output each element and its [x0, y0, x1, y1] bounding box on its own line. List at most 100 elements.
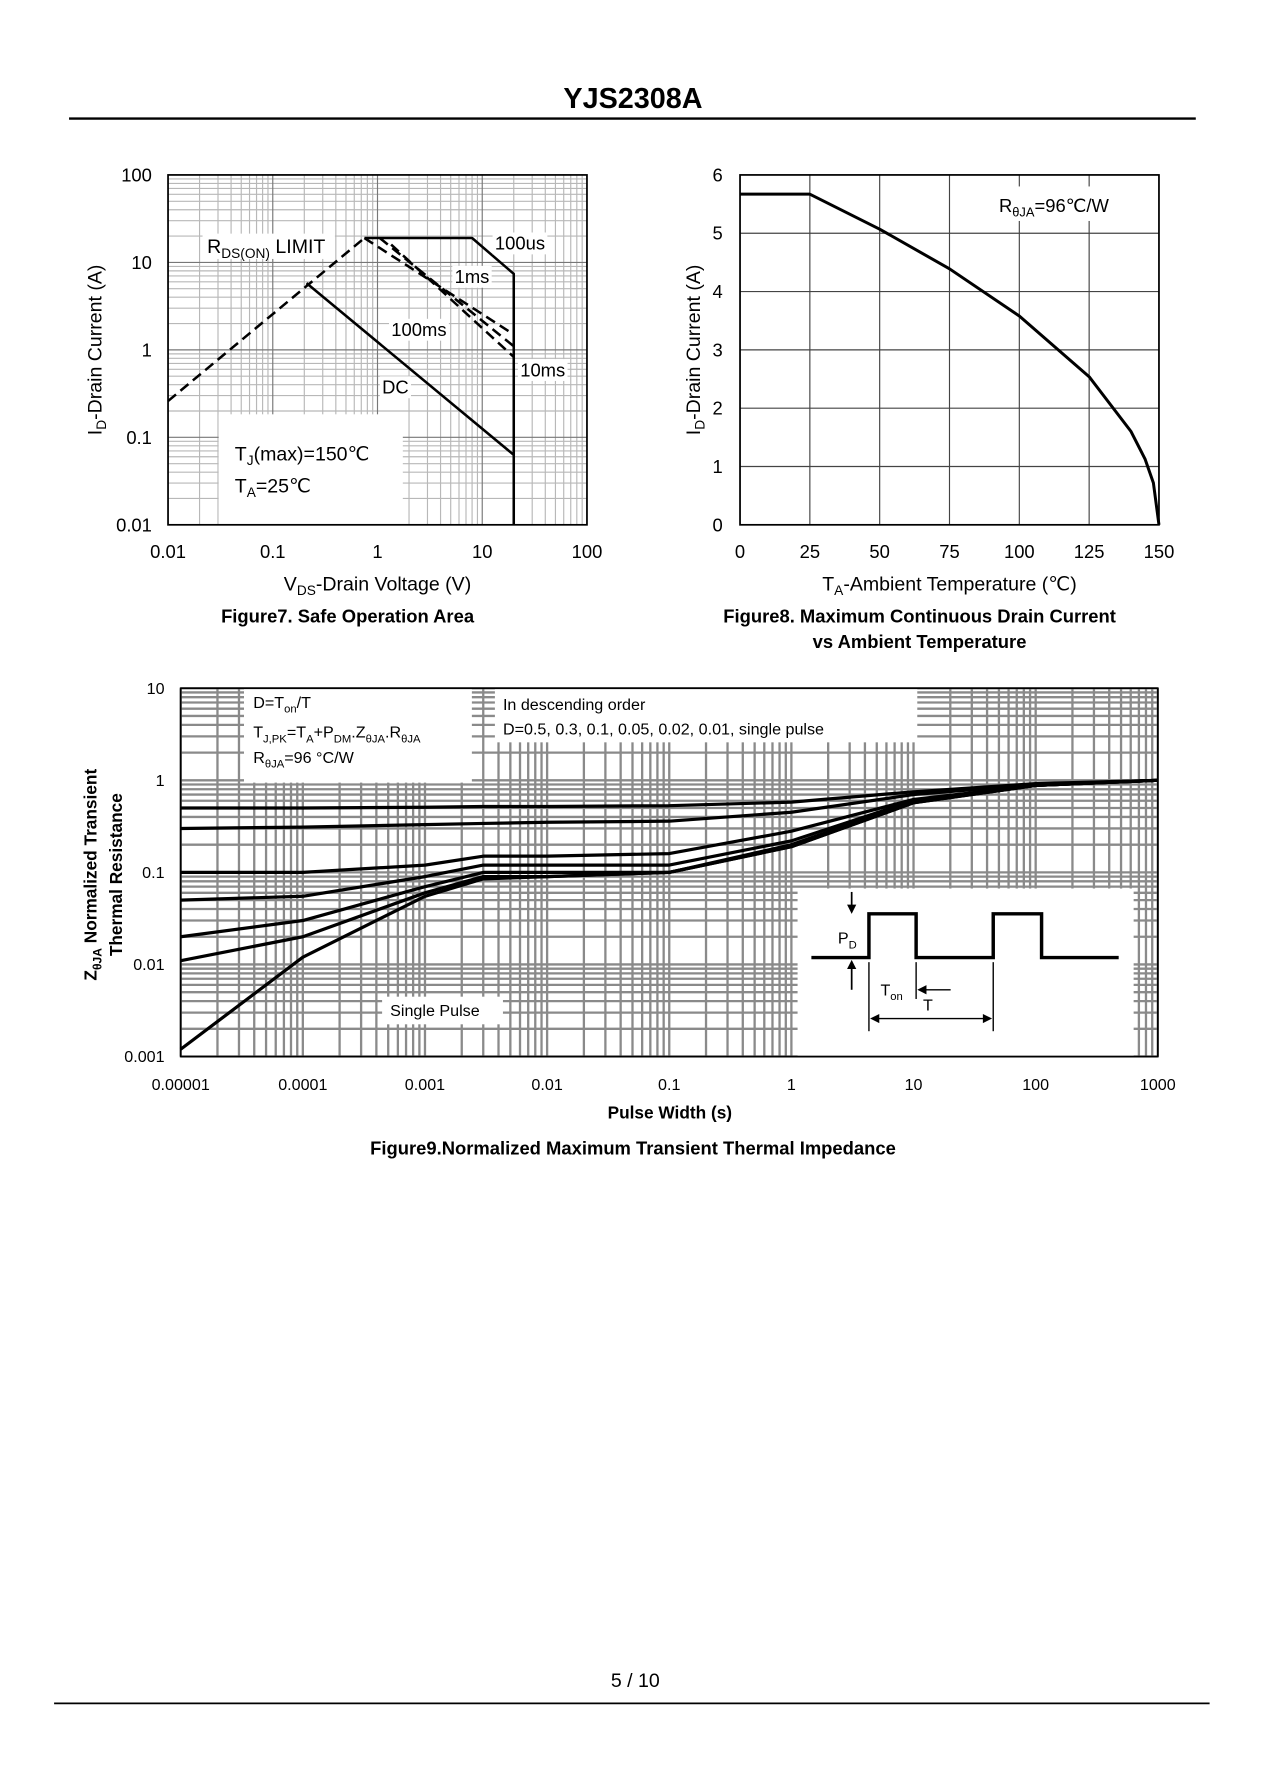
x-tick-label: 75	[939, 541, 959, 562]
series-line	[167, 237, 366, 403]
annotation-part: θJA	[1012, 204, 1035, 219]
annotation-part: θJA	[366, 733, 386, 745]
x-tick-label: 100	[1022, 1076, 1049, 1094]
y-axis-label-part: θJA	[90, 948, 104, 970]
x-axis-label-part: -Drain Voltage (V)	[316, 573, 471, 595]
annotation-part: P	[838, 930, 849, 948]
x-tick-label: 100	[572, 541, 603, 562]
y-tick-label: 0.1	[126, 427, 152, 448]
annotation-part: (max)=150℃	[254, 443, 370, 465]
y-axis-label-part: I	[683, 430, 705, 435]
page-number: 5 / 10	[611, 1670, 660, 1692]
arrow-head	[870, 1013, 880, 1024]
x-tick-label: 1	[372, 541, 382, 562]
x-tick-label: 1	[787, 1076, 796, 1094]
x-axis-label-part: A	[834, 583, 844, 598]
annotation: D=0.5, 0.3, 0.1, 0.05, 0.02, 0.01, singl…	[503, 720, 824, 738]
arrow-head	[982, 1013, 993, 1024]
figure-caption: vs Ambient Temperature	[813, 631, 1027, 652]
y-axis-label: Thermal Resistance	[106, 793, 126, 956]
x-axis-label-part: V	[284, 573, 297, 595]
x-axis-label-part: -Ambient Temperature (℃)	[843, 573, 1076, 595]
annotation: Single Pulse	[390, 1002, 480, 1020]
y-tick-label: 2	[713, 398, 723, 419]
series-label-box	[389, 318, 449, 341]
pulse-diagram	[811, 891, 1119, 1032]
arrow-head	[847, 959, 857, 970]
y-tick-label: 0.001	[124, 1048, 164, 1066]
figure-caption: Figure9.Normalized Maximum Transient The…	[370, 1137, 896, 1158]
series-line	[740, 192, 1161, 526]
plot-frame	[739, 174, 1160, 526]
figure-caption: Figure8. Maximum Continuous Drain Curren…	[723, 606, 1116, 627]
annotation-part: T	[235, 443, 247, 465]
annotation: TJ,PK=TA+PDM.ZθJA.RθJA	[253, 724, 421, 746]
y-axis-label: ID-Drain Current (A)	[683, 265, 708, 436]
y-tick-label: 1	[156, 772, 165, 790]
figure-caption: Figure7. Safe Operation Area	[221, 606, 475, 627]
series-line	[180, 778, 1158, 831]
x-tick-label: 50	[869, 541, 889, 562]
y-tick-label: 10	[147, 680, 165, 698]
annotation-part: LIMIT	[270, 236, 325, 258]
annotation: D=Ton/T	[253, 694, 311, 716]
series-label: 10ms	[520, 359, 565, 380]
annotation-part: A	[306, 733, 314, 745]
annotation-part: .R	[385, 724, 401, 742]
annotation: RθJA=96 °C/W	[253, 749, 354, 771]
annotation-part: =T	[287, 724, 306, 742]
y-tick-label: 0.01	[116, 514, 152, 535]
annotation-box	[382, 996, 503, 1025]
x-tick-label: 0.01	[531, 1076, 562, 1094]
x-tick-label: 100	[1004, 541, 1035, 562]
annotation-box	[494, 688, 918, 743]
annotation-part: +P	[314, 724, 334, 742]
x-axis-label-part: DS	[297, 583, 316, 598]
x-tick-label: 1000	[1140, 1076, 1176, 1094]
x-tick-label: 150	[1144, 541, 1175, 562]
x-tick-label: 0.0001	[278, 1076, 327, 1094]
series-label-box	[379, 376, 411, 399]
annotation-part: θJA	[401, 733, 421, 745]
annotation: Ton	[880, 982, 902, 1004]
y-axis-label: ID-Drain Current (A)	[84, 265, 109, 436]
series-label: 100us	[495, 233, 545, 254]
series-line	[305, 282, 515, 456]
series-line	[363, 236, 515, 336]
x-tick-label: 10	[472, 541, 492, 562]
y-axis-label-part: Thermal Resistance	[106, 793, 126, 956]
series-label-box	[492, 232, 548, 255]
x-tick-label: 10	[905, 1076, 923, 1094]
annotation-part: A	[247, 485, 257, 500]
annotation-part: D=T	[253, 694, 284, 712]
annotation-part: DM	[334, 733, 352, 745]
x-tick-label: 0.001	[405, 1076, 445, 1094]
annotation-part: T	[253, 724, 263, 742]
plot-frame	[167, 174, 588, 526]
annotation-part: =25℃	[256, 476, 311, 498]
annotation-part: on	[284, 703, 297, 715]
annotation-part: T	[235, 476, 247, 498]
series-label: 1ms	[455, 266, 490, 287]
annotation: PD	[838, 930, 857, 952]
x-tick-label: 0	[735, 541, 745, 562]
annotation-part: =96℃/W	[1034, 195, 1109, 216]
x-tick-label: 0.1	[260, 541, 286, 562]
annotation-part: θJA	[265, 759, 285, 771]
y-axis-label-part: -Drain Current (A)	[84, 265, 106, 420]
y-tick-label: 10	[131, 252, 151, 273]
annotation-part: J,PK	[263, 733, 287, 745]
annotation-box	[202, 233, 335, 259]
y-tick-label: 0.01	[133, 956, 164, 974]
arrow-head	[917, 985, 927, 995]
y-tick-label: 1	[142, 339, 152, 360]
y-tick-label: 4	[713, 281, 723, 302]
x-tick-label: 0.01	[150, 541, 186, 562]
annotation-box	[243, 688, 472, 783]
y-axis-label-part: Normalized Transient	[81, 769, 101, 949]
x-axis-label: VDS-Drain Voltage (V)	[284, 573, 471, 598]
annotation: T	[923, 996, 933, 1014]
